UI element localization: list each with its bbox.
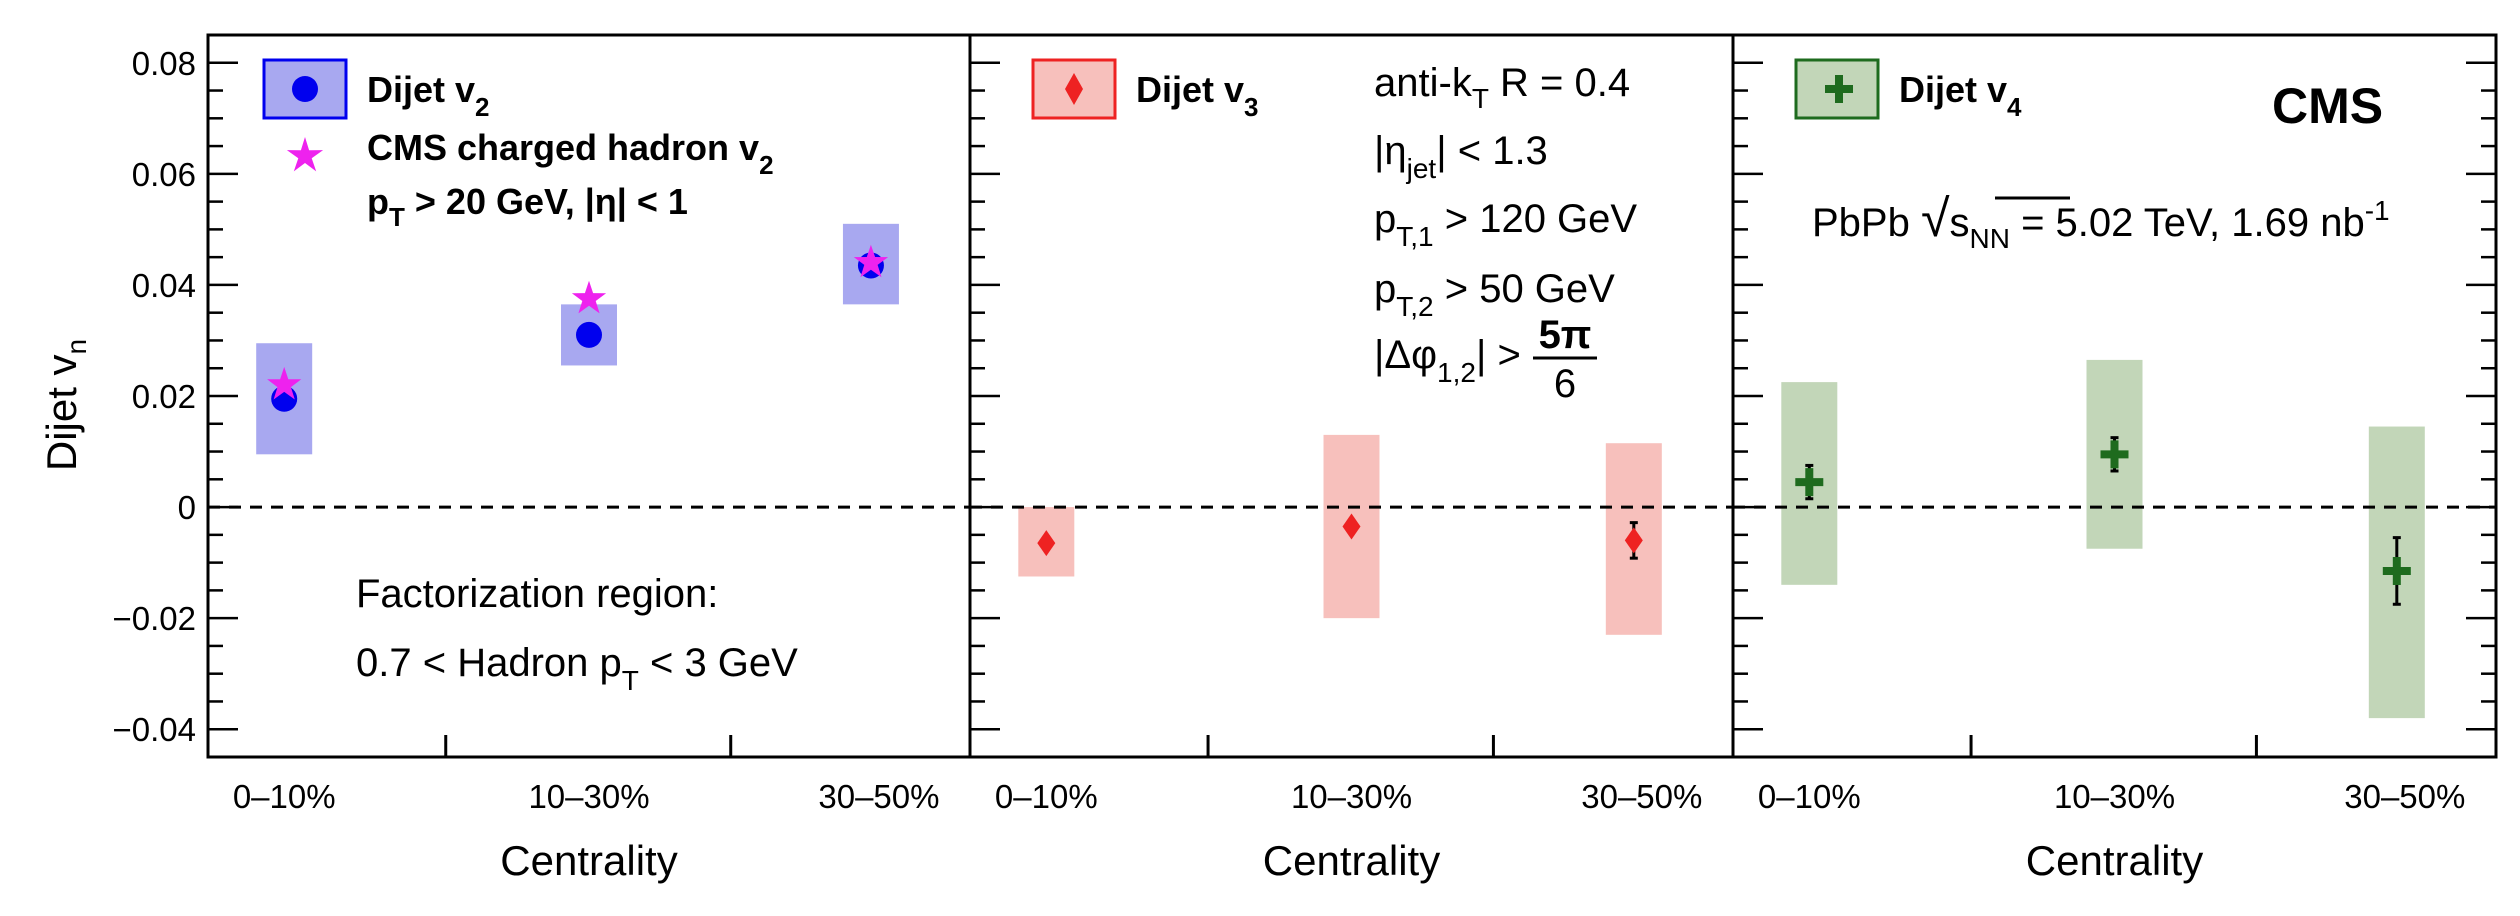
y-axis-title-main: Dijet v [38,354,85,471]
point-dijet-v3-1 [1342,513,1361,540]
x-tick-label-p3-1: 10–30% [2054,778,2175,815]
sqrt-sign: √ [1921,190,1950,248]
factorization-range: 0.7 < Hadron pT < 3 GeV [356,641,798,696]
point-hadron-v2-1 [571,280,607,314]
cut-dphi-frac-den: 6 [1554,362,1576,406]
y-tick-label-4: 0.04 [132,267,196,304]
legend-dijet-v4-marker [1825,75,1853,103]
cut-pt2: pT,2 > 50 GeV [1374,267,1615,322]
y-tick-label-2: 0 [178,489,196,526]
cut-dphi-frac-num: 5π [1539,313,1592,357]
panel-3-legend: Dijet v4 [1794,58,2022,122]
x-tick-label-p1-0: 0–10% [233,778,336,815]
legend-dijet-v2-marker [292,76,318,102]
legend-hadron-v2-label: CMS charged hadron v2 [367,127,774,180]
y-tick-label-3: 0.02 [132,378,196,415]
point-dijet-v4-2 [2382,556,2411,585]
legend-hadron-v2-marker [286,137,324,172]
point-dijet-v2-1 [576,321,602,348]
x-axis-title-p3: Centrality [2026,837,2203,884]
legend-dijet-v3-marker [1065,73,1083,105]
cut-eta-jet: |ηjet| < 1.3 [1374,129,1548,184]
cut-pt1: pT,1 > 120 GeV [1374,197,1637,252]
panel-frame-2 [968,33,1735,759]
y-tick-label-1: −0.02 [113,600,197,637]
panel-1-legend: Dijet v2 CMS charged hadron v2 pT > 20 G… [262,58,774,232]
point-dijet-v3-0 [1037,530,1056,557]
x-axis-title-p1: Centrality [500,837,677,884]
x-tick-label-p1-2: 30–50% [818,778,939,815]
panel-2-legend: Dijet v3 [1031,58,1259,122]
point-dijet-v3-2 [1624,527,1643,554]
legend-dijet-v4-label: Dijet v4 [1899,69,2022,122]
cut-jet-algo: anti-kT R = 0.4 [1374,61,1630,114]
factorization-title: Factorization region: [356,572,718,616]
cut-dphi: |Δφ1,2| > [1374,333,1521,388]
y-tick-label-0: −0.04 [113,711,197,748]
y-axis-title-sub: n [61,339,92,355]
collision-info: PbPb √sNN = 5.02 TeV, 1.69 nb-1 [1812,190,2390,254]
legend-dijet-v3-label: Dijet v3 [1136,69,1259,122]
point-hadron-v2-2 [853,244,889,278]
y-tick-label-6: 0.08 [132,45,196,82]
x-tick-label-p2-0: 0–10% [995,778,1098,815]
x-tick-label-p2-1: 10–30% [1291,778,1412,815]
legend-dijet-v2-label: Dijet v2 [367,69,490,122]
x-tick-label-p2-2: 30–50% [1581,778,1702,815]
x-axis-title-p2: Centrality [1263,837,1440,884]
y-axis-title: Dijet vn [38,339,92,471]
y-tick-label-5: 0.06 [132,156,196,193]
legend-hadron-cut: pT > 20 GeV, |η| < 1 [367,181,688,232]
point-dijet-v4-0 [1795,468,1824,497]
x-tick-label-p3-0: 0–10% [1758,778,1861,815]
experiment-label: CMS [2272,78,2383,134]
point-hadron-v2-0 [267,366,302,400]
point-dijet-v4-1 [2100,440,2129,469]
x-tick-label-p1-1: 10–30% [528,778,649,815]
x-tick-label-p3-2: 30–50% [2344,778,2465,815]
